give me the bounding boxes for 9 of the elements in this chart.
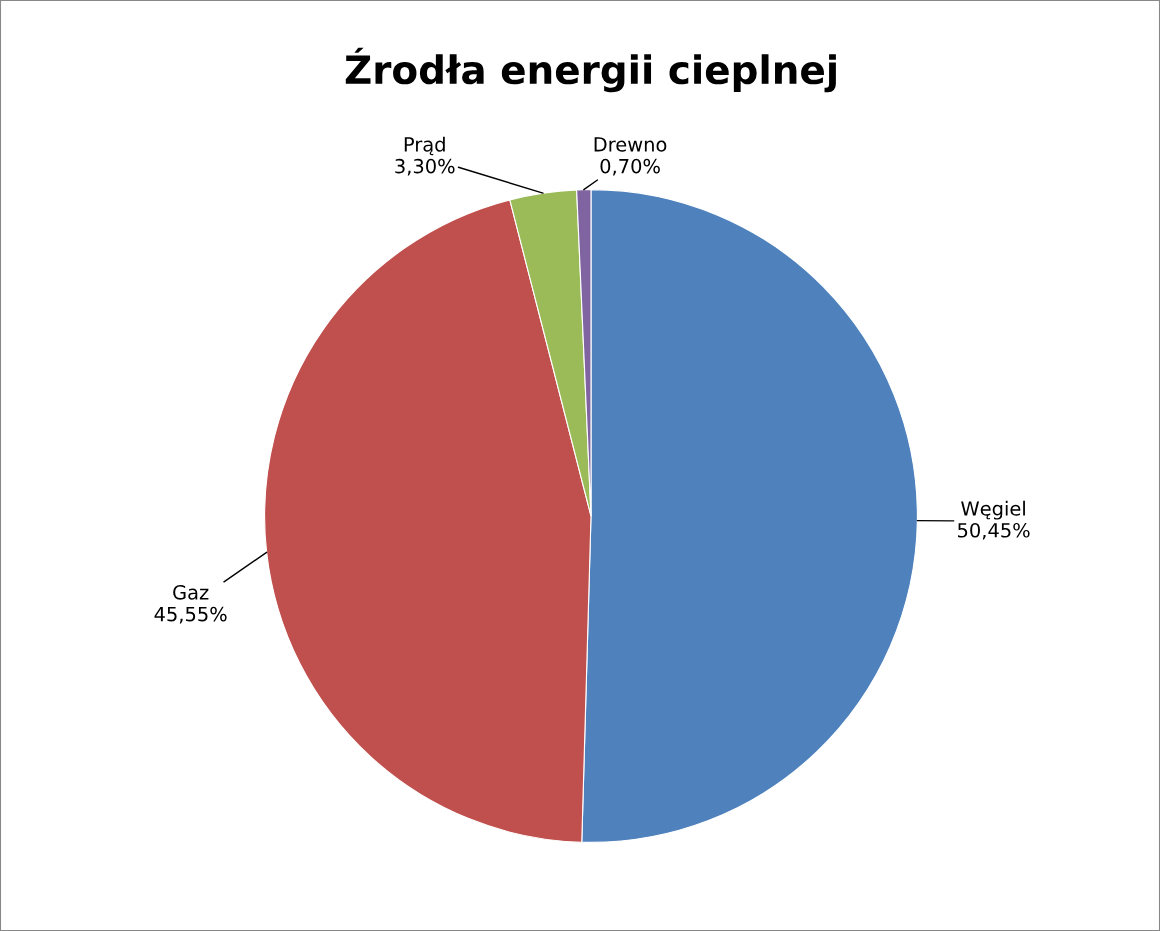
slice-label: Prąd bbox=[404, 136, 445, 156]
data-label: 3,30% bbox=[395, 158, 455, 176]
slice-label: Węgiel bbox=[961, 500, 1025, 520]
data-label: 50,45% bbox=[958, 522, 1030, 540]
chart-title: Źrodła energii cieplnej bbox=[345, 47, 836, 93]
data-label: 0,70% bbox=[600, 158, 660, 176]
slice-label: Gaz bbox=[173, 584, 209, 600]
slice-label: Drewno bbox=[594, 137, 667, 152]
data-label: 45,55% bbox=[154, 606, 227, 624]
